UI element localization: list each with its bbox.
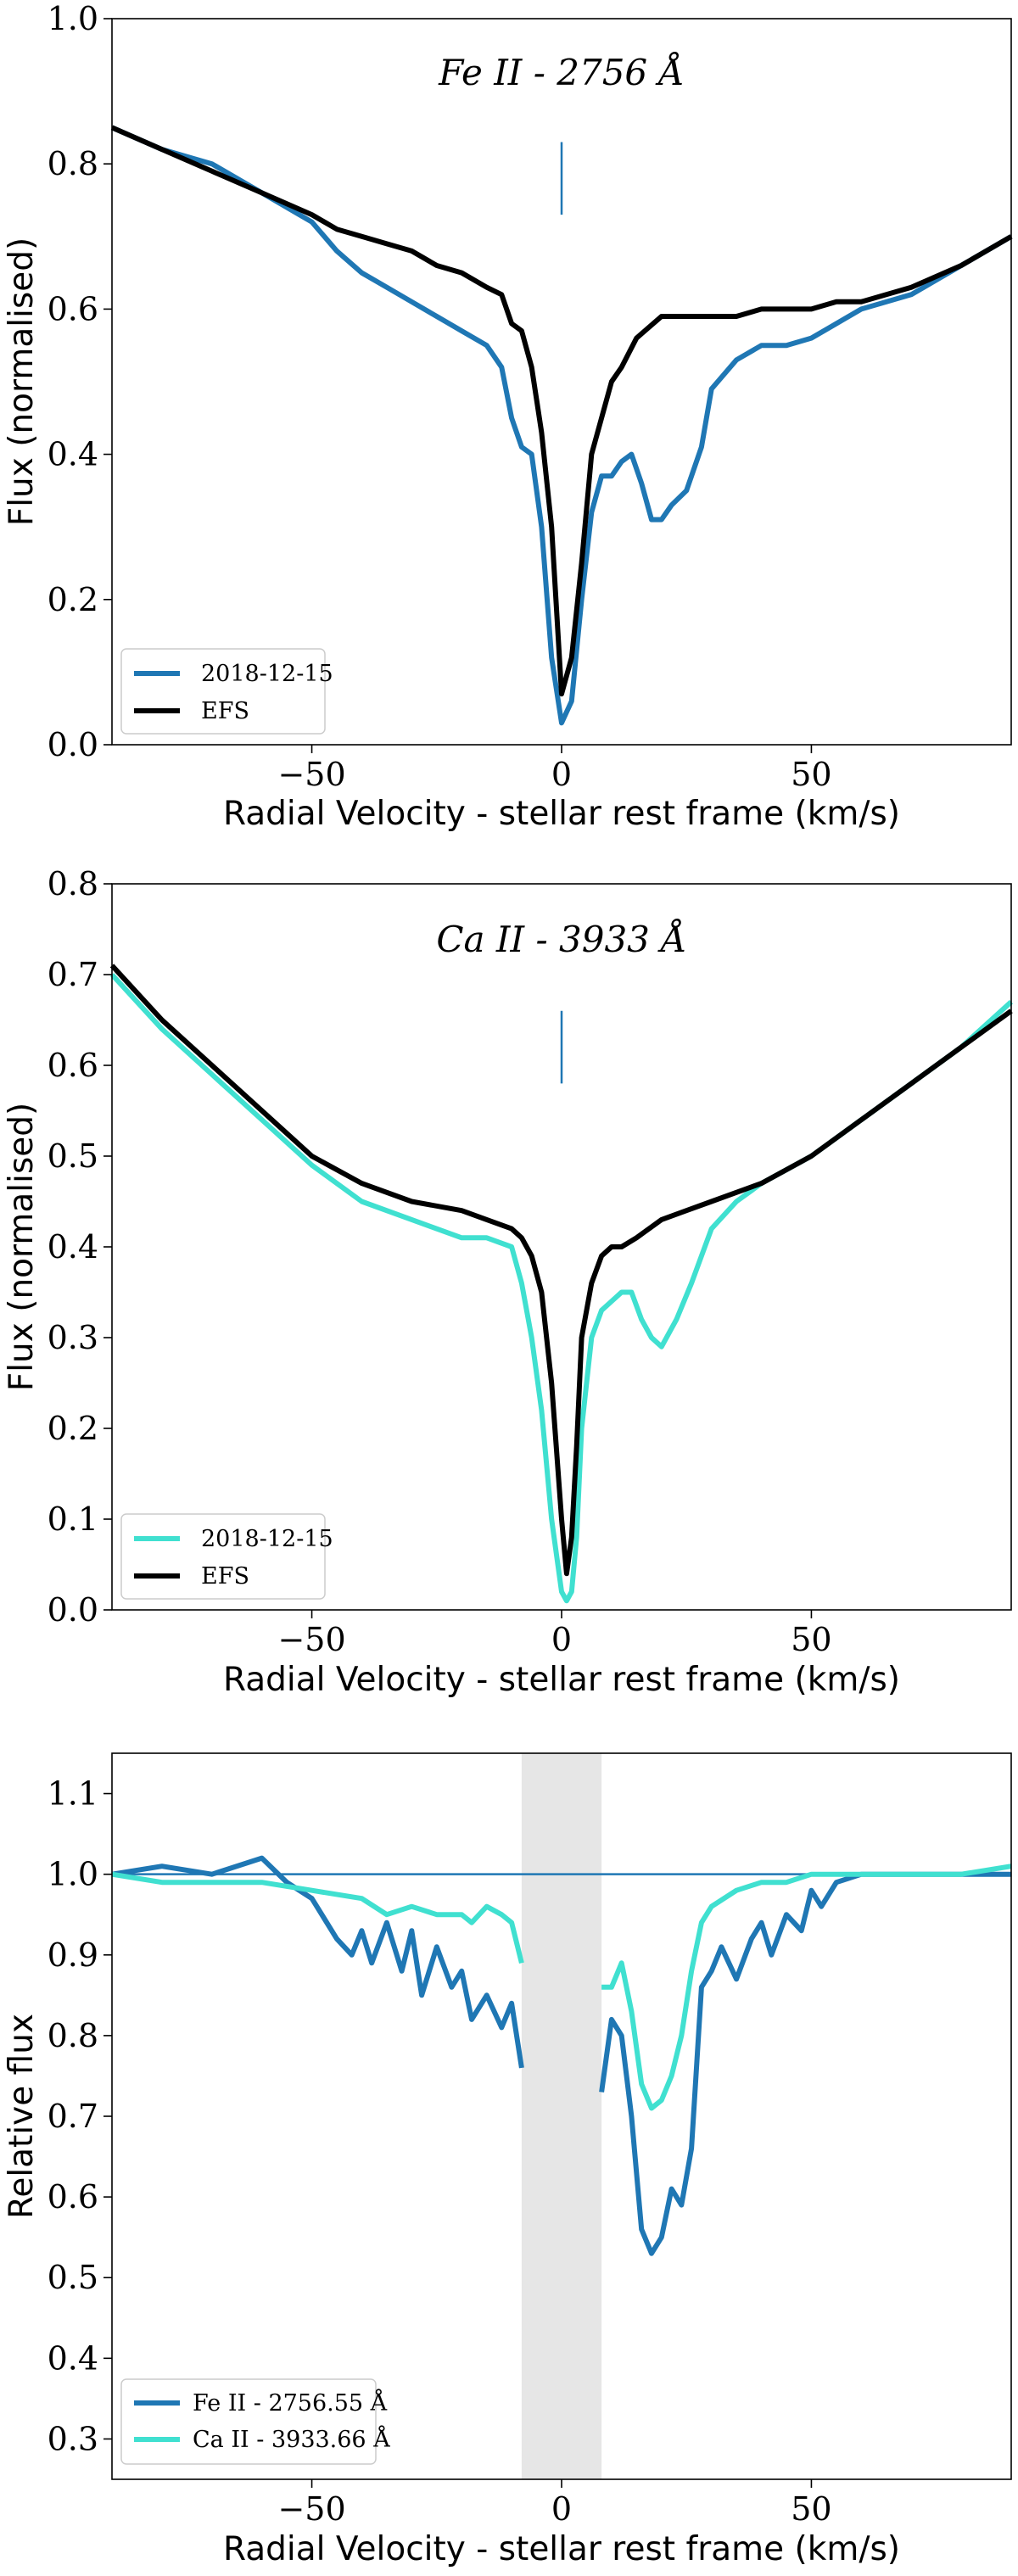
chart-title: Ca II - 3933 Å <box>436 918 686 960</box>
y-tick-label: 0.3 <box>48 1319 98 1356</box>
y-axis-label: Flux (normalised) <box>3 237 41 526</box>
series-line-2 <box>110 125 1013 697</box>
legend-label-series-2: Ca II - 3933.66 Å <box>193 2425 390 2453</box>
x-ticks: −50 0 50 <box>277 745 832 793</box>
y-tick-label: 0.7 <box>48 2098 98 2135</box>
series-line-1 <box>109 972 1014 1604</box>
y-tick-label: 0.3 <box>48 2420 98 2457</box>
x-tick-label: −50 <box>277 1621 345 1658</box>
masked-region <box>521 1753 602 2479</box>
series-lines <box>109 964 1014 1604</box>
y-tick-label: 0.6 <box>48 2178 98 2216</box>
x-tick-label: −50 <box>277 756 345 793</box>
y-tick-label: 0.0 <box>48 726 98 763</box>
legend-label-series-1: 2018-12-15 <box>201 661 333 687</box>
series-line-2 <box>109 964 1013 1577</box>
panel-fe-ii: −50 0 50 0.0 0.2 0.4 0.6 0.8 1.0 Fe II - 2756 Å… <box>3 0 1013 833</box>
y-tick-label: 1.1 <box>48 1775 98 1813</box>
y-tick-label: 0.4 <box>48 436 98 473</box>
y-ticks: 0.3 0.4 0.5 0.6 0.7 0.8 0.9 1.0 1.1 <box>48 1775 112 2457</box>
x-axis-label: Radial Velocity - stellar rest frame (km… <box>223 795 900 833</box>
panel-ca-ii: −50 0 50 0.0 0.1 0.2 0.3 0.4 0.5 0.6 0.7 0.8 Ca II… <box>3 865 1014 1699</box>
y-tick-label: 0.4 <box>48 1228 98 1266</box>
y-tick-label: 0.5 <box>48 1137 98 1175</box>
series-line-2-segment-1 <box>111 1871 524 1964</box>
y-tick-label: 0.9 <box>48 1936 98 1974</box>
x-tick-label: 50 <box>791 2490 831 2528</box>
legend-label-series-1: Fe II - 2756.55 Å <box>193 2389 388 2417</box>
y-tick-label: 0.4 <box>48 2339 98 2377</box>
x-axis-label: Radial Velocity - stellar rest frame (km… <box>223 1661 900 1699</box>
x-tick-label: −50 <box>277 2490 345 2528</box>
x-tick-label: 0 <box>551 1621 572 1658</box>
y-tick-label: 0.8 <box>48 145 98 182</box>
x-axis-label: Radial Velocity - stellar rest frame (km… <box>223 2530 900 2568</box>
x-tick-label: 50 <box>791 756 831 793</box>
plot-area <box>112 19 1011 745</box>
y-tick-label: 0.1 <box>48 1500 98 1538</box>
y-tick-label: 0.8 <box>48 2017 98 2054</box>
y-tick-label: 0.2 <box>48 581 98 618</box>
y-tick-label: 0.6 <box>48 1047 98 1084</box>
legend: 2018-12-15 EFS <box>120 1513 333 1600</box>
legend: 2018-12-15 EFS <box>120 648 333 735</box>
y-tick-label: 0.0 <box>48 1591 98 1629</box>
y-tick-label: 0.2 <box>48 1410 98 1447</box>
x-tick-label: 0 <box>551 756 572 793</box>
panel-relative-flux: −50 0 50 0.3 0.4 0.5 0.6 0.7 0.8 0.9 1.0 1.1 Radia… <box>3 1752 1012 2568</box>
x-tick-label: 50 <box>791 1621 831 1658</box>
legend-label-series-2: EFS <box>201 1563 249 1590</box>
series-line-2-segment-2 <box>601 1864 1012 2111</box>
series-lines <box>111 1855 1012 2256</box>
series-line-1-segment-2 <box>599 1871 1011 2256</box>
series-line-1 <box>110 125 1013 726</box>
legend-label-series-1: 2018-12-15 <box>201 1526 333 1552</box>
x-ticks: −50 0 50 <box>277 2479 832 2528</box>
y-tick-label: 0.7 <box>48 956 98 993</box>
y-tick-label: 0.8 <box>48 865 98 902</box>
y-axis-label: Flux (normalised) <box>3 1103 41 1391</box>
y-ticks: 0.0 0.1 0.2 0.3 0.4 0.5 0.6 0.7 0.8 <box>48 865 112 1629</box>
x-tick-label: 0 <box>551 2490 572 2528</box>
shaded-band <box>521 1753 602 2479</box>
y-tick-label: 1.0 <box>48 1856 98 1893</box>
y-axis-label: Relative flux <box>3 2014 41 2219</box>
series-lines <box>110 125 1013 726</box>
y-tick-label: 1.0 <box>48 0 98 37</box>
legend: Fe II - 2756.55 Å Ca II - 3933.66 Å <box>120 2378 390 2465</box>
series-line-1-segment-1 <box>111 1855 524 2069</box>
chart-title: Fe II - 2756 Å <box>438 51 685 93</box>
legend-label-series-2: EFS <box>201 698 249 724</box>
y-tick-label: 0.6 <box>48 290 98 327</box>
legend-box <box>120 2378 377 2465</box>
y-ticks: 0.0 0.2 0.4 0.6 0.8 1.0 <box>48 0 112 763</box>
x-ticks: −50 0 50 <box>277 1610 832 1658</box>
y-tick-label: 0.5 <box>48 2259 98 2296</box>
